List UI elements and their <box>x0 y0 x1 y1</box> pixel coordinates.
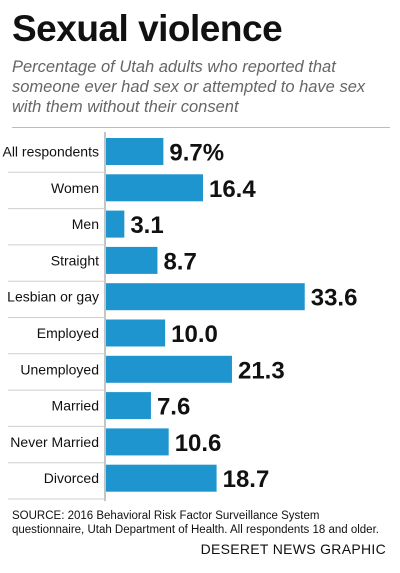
bar <box>106 174 203 202</box>
category-label: Divorced <box>44 470 99 486</box>
category-label: Employed <box>37 325 99 341</box>
value-label: 8.7 <box>163 248 196 275</box>
category-label: Men <box>72 216 99 232</box>
value-label: 16.4 <box>209 176 256 203</box>
graphic-credit: DESERET NEWS GRAPHIC <box>200 541 386 557</box>
category-label: Women <box>51 180 99 196</box>
bar <box>106 246 158 274</box>
chart-subtitle: Percentage of Utah adults who reported t… <box>12 58 366 116</box>
category-label: Never Married <box>10 434 99 450</box>
bar <box>106 464 217 492</box>
bar <box>106 283 305 311</box>
bar <box>106 428 169 456</box>
value-label: 7.6 <box>157 394 190 421</box>
divider <box>12 127 390 128</box>
bar <box>106 392 151 420</box>
value-label: 3.1 <box>130 212 163 239</box>
value-label: 21.3 <box>238 357 285 384</box>
bar <box>106 138 164 165</box>
value-label: 10.0 <box>171 321 218 348</box>
chart-title: Sexual violence <box>12 8 283 49</box>
bar-chart: All respondents 9.7% Women 16.4 Men 3.1 Straig… <box>2 132 358 501</box>
value-label: 9.7% <box>169 140 224 167</box>
category-label: Lesbian or gay <box>7 289 99 305</box>
category-label: Unemployed <box>20 361 99 377</box>
category-label: Married <box>52 398 99 414</box>
source-note: SOURCE: 2016 Behavioral Risk Factor Surv… <box>12 510 379 536</box>
category-label: All respondents <box>2 144 99 160</box>
value-label: 10.6 <box>175 430 222 457</box>
category-label: Straight <box>51 252 99 268</box>
bar <box>106 355 232 383</box>
bar <box>106 210 125 238</box>
value-label: 18.7 <box>223 466 270 493</box>
bar <box>106 319 166 347</box>
value-label: 33.6 <box>311 285 358 312</box>
